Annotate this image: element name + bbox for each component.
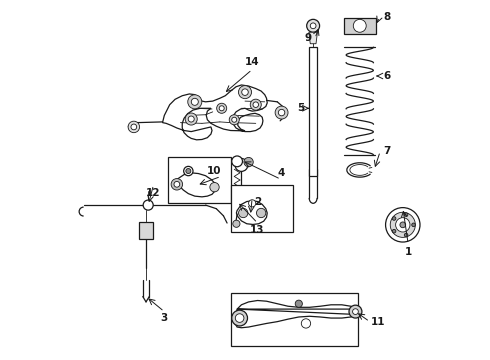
Circle shape xyxy=(404,213,408,216)
Circle shape xyxy=(239,208,248,218)
Circle shape xyxy=(219,106,224,111)
Text: 14: 14 xyxy=(245,57,260,67)
Polygon shape xyxy=(309,32,318,44)
Circle shape xyxy=(253,102,259,107)
Circle shape xyxy=(386,208,420,242)
Circle shape xyxy=(185,113,197,125)
Circle shape xyxy=(395,218,410,232)
Text: 1: 1 xyxy=(405,247,412,257)
Circle shape xyxy=(143,200,153,210)
Circle shape xyxy=(244,157,253,167)
Circle shape xyxy=(188,116,194,122)
Circle shape xyxy=(174,181,180,187)
Circle shape xyxy=(171,179,183,190)
Text: 13: 13 xyxy=(250,225,265,235)
Bar xyxy=(309,47,317,176)
Text: 6: 6 xyxy=(383,71,390,81)
Circle shape xyxy=(210,183,219,192)
Circle shape xyxy=(233,220,240,227)
Circle shape xyxy=(256,208,266,218)
Circle shape xyxy=(295,300,302,307)
Circle shape xyxy=(307,19,319,32)
Circle shape xyxy=(232,156,243,167)
Circle shape xyxy=(400,222,406,228)
Circle shape xyxy=(404,233,408,237)
Circle shape xyxy=(242,89,248,95)
Circle shape xyxy=(278,109,285,116)
Polygon shape xyxy=(236,201,267,225)
Text: 7: 7 xyxy=(383,146,391,156)
Text: 10: 10 xyxy=(207,166,222,176)
Bar xyxy=(343,18,376,34)
Polygon shape xyxy=(175,173,216,197)
Circle shape xyxy=(349,305,362,318)
Circle shape xyxy=(235,314,244,322)
Circle shape xyxy=(188,95,202,109)
Circle shape xyxy=(128,121,140,133)
Bar xyxy=(231,185,294,232)
Text: 4: 4 xyxy=(277,168,285,178)
Circle shape xyxy=(353,19,366,32)
Circle shape xyxy=(229,115,239,125)
Circle shape xyxy=(390,212,416,237)
Text: 11: 11 xyxy=(370,317,385,327)
Bar xyxy=(139,222,153,239)
Text: 8: 8 xyxy=(383,12,390,22)
Bar xyxy=(231,293,358,346)
Text: 12: 12 xyxy=(147,188,161,198)
Circle shape xyxy=(412,223,416,226)
Circle shape xyxy=(235,192,248,205)
Circle shape xyxy=(232,310,247,326)
Circle shape xyxy=(191,98,198,105)
Circle shape xyxy=(131,124,137,130)
Text: 2: 2 xyxy=(254,197,261,207)
Circle shape xyxy=(353,309,358,315)
Circle shape xyxy=(184,166,193,176)
Polygon shape xyxy=(235,301,356,328)
Text: 5: 5 xyxy=(297,103,304,113)
Circle shape xyxy=(248,200,256,207)
Circle shape xyxy=(275,106,288,119)
Text: 9: 9 xyxy=(304,33,311,43)
Circle shape xyxy=(392,217,396,220)
Circle shape xyxy=(186,168,191,174)
Polygon shape xyxy=(163,85,267,140)
Circle shape xyxy=(301,319,311,328)
Text: 3: 3 xyxy=(161,313,168,323)
Circle shape xyxy=(250,99,261,110)
Circle shape xyxy=(392,229,396,233)
Bar xyxy=(168,157,231,203)
Circle shape xyxy=(235,158,248,171)
Circle shape xyxy=(217,103,227,113)
Circle shape xyxy=(310,23,316,29)
Circle shape xyxy=(232,117,237,122)
Circle shape xyxy=(239,86,251,99)
